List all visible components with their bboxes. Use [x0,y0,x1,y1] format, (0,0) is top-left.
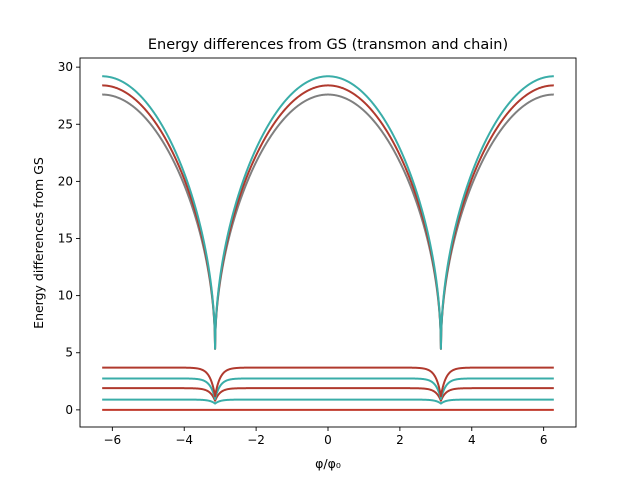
transmon-series-line-7 [101,75,555,350]
y-tick-label: 10 [58,289,73,303]
x-tick-label: −2 [247,433,265,447]
x-tick-label: −4 [175,433,193,447]
chain-series-line-1 [101,398,555,405]
transmon-series-line-6 [101,84,555,350]
transmon-series-line-5 [101,93,555,350]
x-tick-label: 4 [468,433,476,447]
chart-title: Energy differences from GS (transmon and… [148,37,508,53]
x-tick-label: −6 [103,433,121,447]
chain-series-line-3 [101,377,555,401]
x-tick-label: 2 [396,433,404,447]
y-tick-label: 5 [65,346,73,360]
y-tick-label: 25 [58,117,73,131]
y-tick-label: 30 [58,60,73,74]
y-axis-label: Energy differences from GS [31,157,46,329]
y-tick-label: 0 [65,403,73,417]
y-tick-label: 15 [58,232,73,246]
y-tick-label: 20 [58,174,73,188]
x-axis-label: φ/φ₀ [315,456,341,471]
chain-series-line-4 [101,366,555,398]
chain-series-line-2 [101,387,555,402]
x-tick-label: 0 [324,433,332,447]
x-tick-label: 6 [540,433,548,447]
